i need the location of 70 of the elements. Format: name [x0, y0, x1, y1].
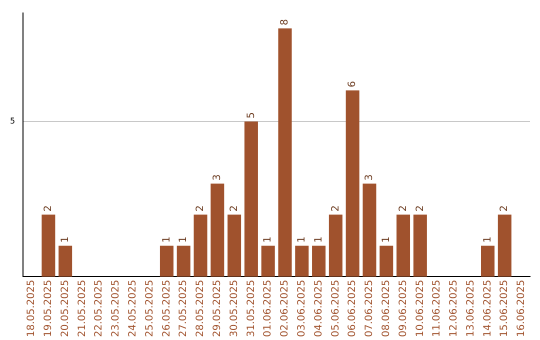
x-tick-label: 26.05.2025: [161, 280, 172, 338]
bar: [498, 214, 512, 277]
data-label: 1: [313, 236, 324, 243]
data-label: 6: [347, 81, 358, 88]
data-label: 2: [499, 205, 510, 212]
data-label: 1: [482, 236, 494, 243]
bar: [244, 121, 258, 277]
data-label: 1: [178, 236, 190, 243]
bar: [194, 214, 208, 277]
bar: [261, 246, 275, 277]
x-tick-label: 05.06.2025: [330, 280, 342, 338]
x-tick-label: 21.05.2025: [76, 280, 88, 338]
x-tick-label: 02.06.2025: [280, 280, 291, 338]
x-tick-label: 22.05.2025: [94, 280, 105, 338]
x-tick-label: 06.06.2025: [347, 280, 358, 338]
bar: [228, 214, 242, 277]
x-tick-label: 07.06.2025: [364, 280, 376, 338]
x-tick-label: 20.05.2025: [60, 280, 71, 338]
bar: [176, 246, 190, 277]
bar: [328, 214, 342, 277]
data-label: 2: [414, 205, 426, 212]
data-label: 1: [60, 236, 71, 243]
bar: [312, 246, 326, 277]
bar: [481, 246, 495, 277]
x-tick-label: 16.06.2025: [516, 280, 528, 338]
x-tick-label: 31.05.2025: [246, 280, 257, 338]
x-tick-label: 27.05.2025: [178, 280, 190, 338]
bar: [160, 246, 174, 277]
x-tick-label: 10.06.2025: [414, 280, 426, 338]
x-tick-label: 24.05.2025: [128, 280, 139, 338]
x-tick-label: 29.05.2025: [212, 280, 223, 338]
x-tick-label: 04.06.2025: [313, 280, 324, 338]
bar: [346, 90, 360, 277]
x-tick-label: 28.05.2025: [195, 280, 206, 338]
x-tick-label: 11.06.2025: [432, 280, 443, 338]
x-tick-label: 08.06.2025: [380, 280, 392, 338]
bar: [413, 214, 427, 277]
bar: [210, 184, 224, 277]
x-tick-label: 15.06.2025: [499, 280, 510, 338]
bar: [278, 28, 292, 277]
data-label: 5: [246, 112, 257, 118]
x-tick-label: 09.06.2025: [398, 280, 409, 338]
bar: [58, 246, 72, 277]
bar: [362, 184, 376, 277]
bar: [396, 214, 410, 277]
x-tick-label: 25.05.2025: [144, 280, 156, 338]
x-tick-label: 23.05.2025: [110, 280, 122, 338]
data-label: 1: [262, 236, 274, 243]
data-label: 8: [280, 18, 291, 26]
bar: [380, 246, 394, 277]
data-label: 2: [228, 205, 240, 212]
bar: [42, 214, 56, 277]
data-label: 2: [195, 205, 206, 212]
x-tick-label: 18.05.2025: [26, 280, 38, 338]
data-label: 2: [43, 205, 54, 212]
x-tick-label: 30.05.2025: [228, 280, 240, 338]
data-label: 3: [212, 174, 223, 181]
x-tick-label: 14.06.2025: [482, 280, 494, 338]
x-tick-label: 03.06.2025: [296, 280, 308, 338]
x-tick-label: 12.06.2025: [448, 280, 460, 338]
bar: [295, 246, 309, 277]
data-label: 2: [398, 205, 409, 212]
x-tick-label: 01.06.2025: [262, 280, 274, 338]
data-label: 3: [364, 174, 376, 181]
x-tick-label: 13.06.2025: [465, 280, 476, 338]
data-label: 1: [161, 236, 172, 243]
x-tick-label: 19.05.2025: [43, 280, 54, 338]
data-label: 2: [330, 205, 342, 212]
data-label: 1: [380, 236, 392, 243]
data-label: 1: [296, 236, 308, 243]
